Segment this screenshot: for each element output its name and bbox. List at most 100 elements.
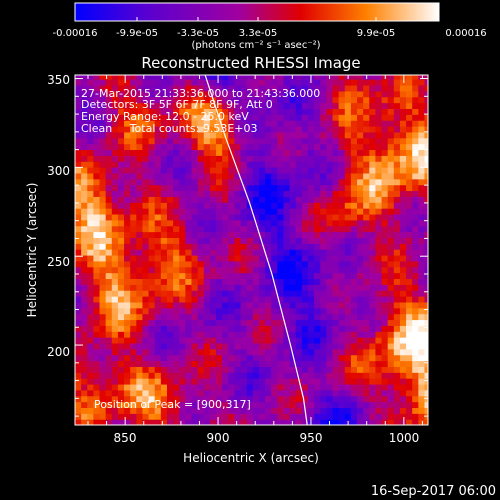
heatmap-cell <box>301 337 309 344</box>
heatmap-cell <box>258 90 266 98</box>
heatmap-cell <box>197 84 205 92</box>
heatmap-cell <box>99 213 107 221</box>
heatmap-cell <box>130 75 137 80</box>
heatmap-cell <box>160 202 168 209</box>
heatmap-cell <box>412 290 419 297</box>
heatmap-cell <box>117 75 125 80</box>
heatmap-cell <box>320 272 327 280</box>
heatmap-cell <box>81 249 88 256</box>
heatmap-cell <box>332 260 340 268</box>
heatmap-cell <box>228 278 236 285</box>
heatmap-cell <box>148 249 156 256</box>
heatmap-cell <box>412 108 419 115</box>
heatmap-cell <box>357 102 364 109</box>
heatmap-cell <box>75 178 82 186</box>
heatmap-cell <box>375 401 383 409</box>
heatmap-cell <box>369 413 377 420</box>
heatmap-cell <box>301 260 309 268</box>
heatmap-cell <box>277 266 285 274</box>
heatmap-cell <box>387 366 395 373</box>
heatmap-cell <box>87 249 94 256</box>
heatmap-cell <box>332 137 340 145</box>
heatmap-cell <box>179 90 186 98</box>
heatmap-cell <box>277 366 285 373</box>
heatmap-cell <box>209 249 217 256</box>
heatmap-cell <box>81 90 88 98</box>
heatmap-cell <box>216 319 223 326</box>
heatmap-cell <box>185 143 193 151</box>
heatmap-cell <box>234 278 242 285</box>
heatmap-cell <box>234 137 242 145</box>
heatmap-cell <box>277 202 285 209</box>
heatmap-cell <box>130 249 137 256</box>
heatmap-cell <box>344 137 352 145</box>
heatmap-cell <box>81 161 88 168</box>
heatmap-cell <box>357 372 364 379</box>
heatmap-cell <box>258 307 266 315</box>
heatmap-cell <box>160 196 168 203</box>
heatmap-cell <box>191 360 199 367</box>
heatmap-cell <box>185 190 193 197</box>
heatmap-cell <box>387 114 395 121</box>
heatmap-cell <box>148 75 156 80</box>
heatmap-cell <box>93 325 101 332</box>
heatmap-cell <box>197 178 205 186</box>
heatmap-cell <box>350 372 358 379</box>
heatmap-cell <box>314 155 321 162</box>
heatmap-cell <box>412 272 419 280</box>
heatmap-cell <box>179 202 186 209</box>
heatmap-cell <box>160 102 168 109</box>
heatmap-cell <box>179 108 186 115</box>
heatmap-cell <box>136 360 144 367</box>
heatmap-cell <box>216 284 223 291</box>
heatmap-cell <box>387 307 395 315</box>
heatmap-cell <box>283 243 291 250</box>
heatmap-cell <box>289 307 297 315</box>
heatmap-cell <box>387 331 395 338</box>
heatmap-cell <box>246 325 254 332</box>
x-tick-label: 1000 <box>389 431 420 445</box>
heatmap-cell <box>369 372 377 379</box>
heatmap-cell <box>332 254 340 262</box>
heatmap-cell <box>246 155 254 162</box>
heatmap-cell <box>191 342 199 350</box>
heatmap-cell <box>130 266 137 274</box>
heatmap-cell <box>344 225 352 233</box>
heatmap-cell <box>350 419 358 425</box>
heatmap-cell <box>381 319 389 326</box>
heatmap-cell <box>265 79 272 86</box>
heatmap-cell <box>197 213 205 221</box>
heatmap-cell <box>111 161 119 168</box>
heatmap-cell <box>81 84 88 92</box>
heatmap-cell <box>93 96 101 104</box>
heatmap-cell <box>222 219 229 227</box>
heatmap-cell <box>265 137 272 145</box>
heatmap-cell <box>209 360 217 367</box>
heatmap-cell <box>258 219 266 227</box>
heatmap-cell <box>124 202 131 209</box>
heatmap-cell <box>81 278 88 285</box>
heatmap-cell <box>369 120 377 127</box>
heatmap-cell <box>246 137 254 145</box>
heatmap-cell <box>173 161 180 168</box>
heatmap-cell <box>154 383 162 391</box>
heatmap-cell <box>81 243 88 250</box>
heatmap-cell <box>216 372 223 379</box>
heatmap-cell <box>81 266 88 274</box>
heatmap-cell <box>185 225 193 233</box>
heatmap-cell <box>381 167 389 174</box>
heatmap-cell <box>350 125 358 133</box>
heatmap-cell <box>240 401 248 409</box>
heatmap-cell <box>424 161 428 168</box>
heatmap-cell <box>130 208 137 215</box>
heatmap-cell <box>332 383 340 391</box>
heatmap-cell <box>136 125 144 133</box>
heatmap-cell <box>93 149 101 156</box>
heatmap-cell <box>75 319 82 326</box>
y-tick-label: 300 <box>47 164 70 178</box>
heatmap-cell <box>105 96 113 104</box>
heatmap-cell <box>228 84 236 92</box>
heatmap-cell <box>111 196 119 203</box>
heatmap-cell <box>265 237 272 244</box>
heatmap-cell <box>393 278 401 285</box>
